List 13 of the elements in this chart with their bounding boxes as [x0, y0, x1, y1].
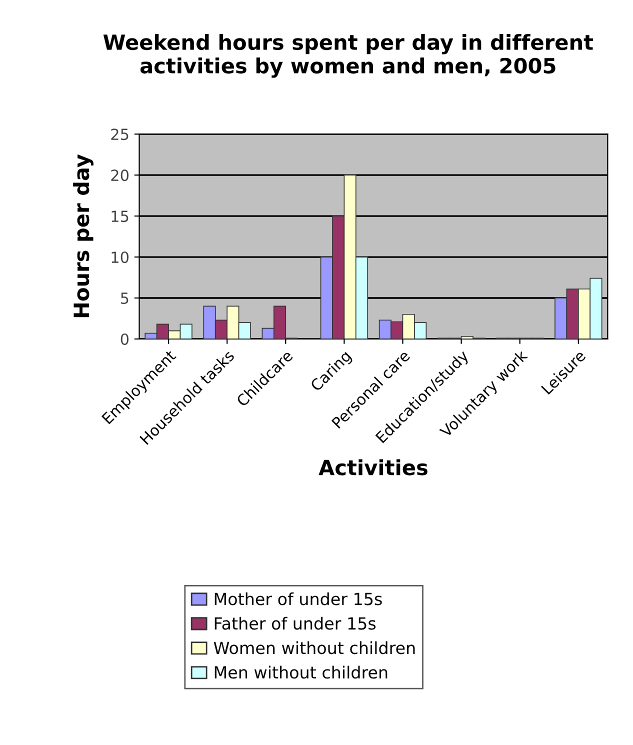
y-tick-label: 0 — [120, 333, 129, 345]
y-tick-label: 5 — [120, 292, 128, 304]
y-tick-label: 25 — [111, 128, 128, 140]
y-tick-label: 10 — [112, 251, 129, 264]
x-axis-title: Activities — [318, 459, 428, 476]
legend-label: Mother of under 15s — [214, 592, 382, 606]
legend-label: Men without children — [214, 666, 388, 679]
y-tick-label: 20 — [111, 170, 129, 182]
y-axis-title: Hours per day — [73, 154, 94, 318]
legend-label: Women without children — [214, 641, 415, 654]
chart-title: Weekend hours spent per day in different activities by women and men, 2005 — [103, 34, 594, 78]
legend-label: Father of under 15s — [214, 616, 376, 630]
y-tick-label: 15 — [112, 210, 128, 222]
